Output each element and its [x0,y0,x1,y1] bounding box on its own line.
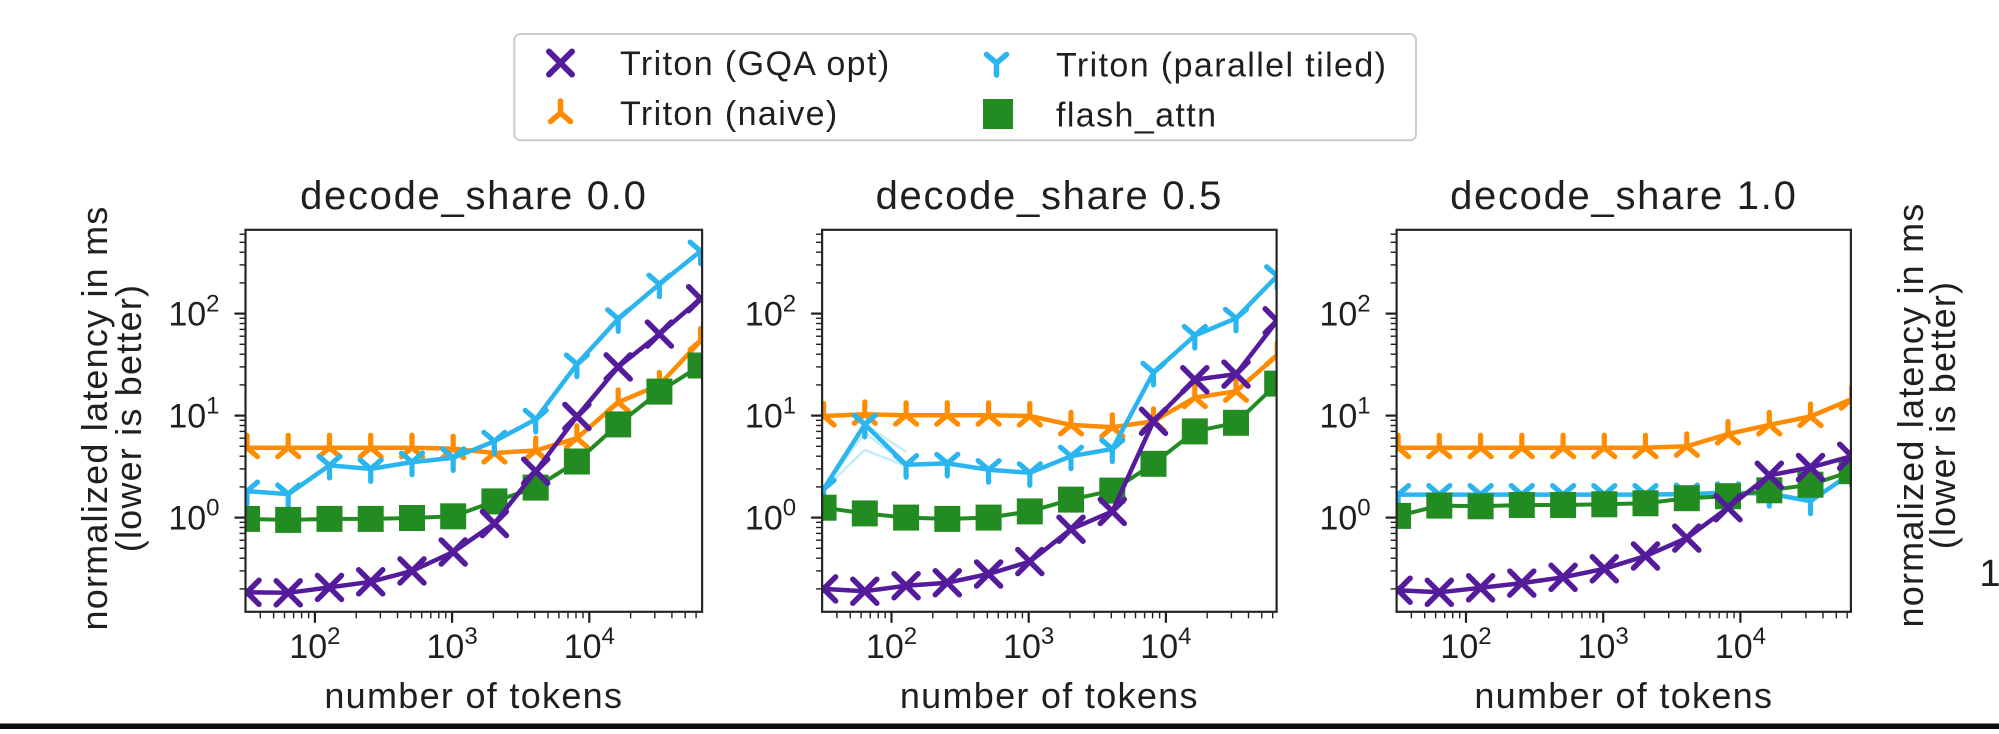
svg-text:102: 102 [1440,623,1491,666]
svg-text:decode_share 0.0: decode_share 0.0 [300,174,647,218]
svg-text:104: 104 [564,623,615,666]
svg-text:decode_share 1.0: decode_share 1.0 [1450,174,1797,218]
svg-text:number of tokens: number of tokens [1474,675,1773,716]
svg-text:(lower is better): (lower is better) [108,284,149,552]
svg-text:101: 101 [1319,393,1370,436]
svg-text:Triton (parallel tiled): Triton (parallel tiled) [1056,47,1387,85]
svg-text:Triton (GQA opt): Triton (GQA opt) [620,45,891,83]
svg-text:102: 102 [168,291,219,334]
svg-text:103: 103 [1003,623,1054,666]
svg-text:1: 1 [1979,553,1999,595]
svg-text:Triton (naive): Triton (naive) [620,95,839,133]
svg-text:normalized latency in ms: normalized latency in ms [74,206,115,631]
svg-text:decode_share 0.5: decode_share 0.5 [876,174,1223,218]
svg-text:101: 101 [745,393,796,436]
svg-text:number of tokens: number of tokens [324,675,623,716]
svg-text:flash_attn: flash_attn [1056,97,1217,135]
svg-text:(lower is better): (lower is better) [1922,281,1963,549]
svg-text:normalized latency in ms: normalized latency in ms [1890,203,1931,628]
svg-text:number of tokens: number of tokens [900,675,1199,716]
